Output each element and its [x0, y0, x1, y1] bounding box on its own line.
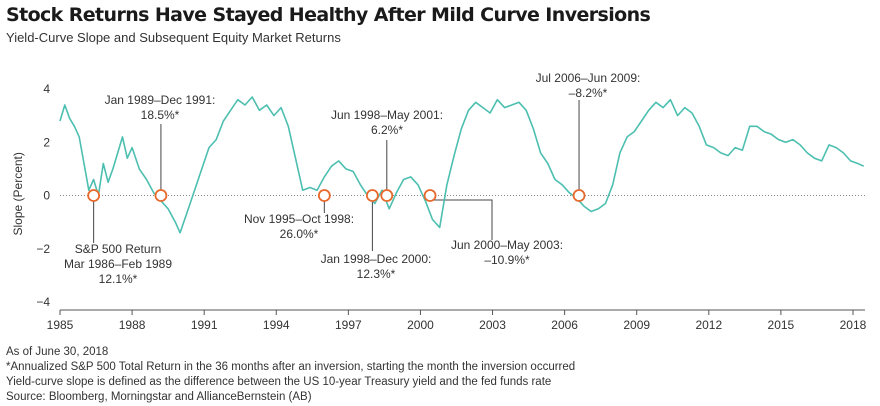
annotation-label: Jan 1989–Dec 1991: — [105, 93, 216, 107]
inversion-marker — [154, 189, 168, 202]
inversion-marker — [423, 189, 437, 202]
annotation-label: 6.2%* — [371, 123, 403, 137]
inversion-markers — [87, 189, 586, 202]
x-tick-label: 2009 — [623, 318, 650, 332]
inversion-marker — [365, 189, 379, 202]
footnote-date: As of June 30, 2018 — [6, 346, 109, 358]
x-tick-label: 1994 — [263, 318, 290, 332]
slope-series — [59, 96, 865, 234]
x-tick-label: 1985 — [47, 318, 74, 332]
footnote-slope-definition: Yield-curve slope is defined as the diff… — [6, 376, 552, 388]
y-tick-label: 2 — [43, 135, 50, 149]
y-axis-label: Slope (Percent) — [11, 152, 25, 235]
y-tick-label: 0 — [43, 189, 50, 203]
annotation-label: 12.1%* — [99, 272, 138, 286]
annotation-label: –8.2%* — [569, 86, 608, 100]
chart-title: Stock Returns Have Stayed Healthy After … — [6, 4, 651, 26]
annotation-label: S&P 500 Return — [75, 242, 162, 256]
annotation-label: Jul 2006–Jun 2009: — [536, 71, 641, 85]
annotation-label: Mar 1986–Feb 1989 — [64, 257, 172, 271]
inversion-marker — [317, 189, 331, 202]
x-tick-label: 2003 — [479, 318, 506, 332]
footnote-return-definition: *Annualized S&P 500 Total Return in the … — [6, 361, 576, 373]
annotation-label: –10.9%* — [484, 253, 530, 267]
x-tick-label: 1988 — [119, 318, 146, 332]
inversion-marker — [87, 189, 101, 202]
x-tick-label: 2006 — [551, 318, 578, 332]
annotation-label: Jan 1998–Dec 2000: — [321, 252, 432, 266]
annotation-leader-line — [429, 195, 493, 240]
x-tick-label: 2018 — [840, 318, 867, 332]
y-tick-label: −4 — [36, 295, 50, 309]
y-tick-label: 4 — [43, 82, 50, 96]
x-tick-label: 2000 — [407, 318, 434, 332]
x-tick-label: 2015 — [768, 318, 795, 332]
chart-axes: −4 −2 0 2 4 Slope (Percent) 1985 1988 1991 1994 19… — [11, 82, 867, 332]
x-tick-label: 1997 — [335, 318, 362, 332]
annotation-label: Jun 1998–May 2001: — [331, 108, 443, 122]
x-tick-label: 2012 — [695, 318, 722, 332]
inversion-marker — [380, 189, 394, 202]
slope-line — [59, 96, 865, 234]
annotation-labels: Jan 1989–Dec 1991:18.5%* S&P 500 ReturnMa… — [64, 71, 640, 286]
annotation-label: Jun 2000–May 2003: — [451, 238, 563, 252]
annotation-label: 18.5%* — [141, 108, 180, 122]
footnote-source: Source: Bloomberg, Morningstar and Allia… — [6, 391, 312, 403]
annotation-label: 12.3%* — [357, 267, 396, 281]
x-tick-label: 1991 — [191, 318, 218, 332]
y-tick-label: −2 — [36, 242, 50, 256]
inversion-marker — [572, 189, 586, 202]
annotation-label: 26.0%* — [280, 227, 319, 241]
annotation-label: Nov 1995–Oct 1998: — [244, 212, 354, 226]
annotation-leaders — [93, 100, 580, 251]
chart-subtitle: Yield-Curve Slope and Subsequent Equity … — [6, 30, 341, 45]
